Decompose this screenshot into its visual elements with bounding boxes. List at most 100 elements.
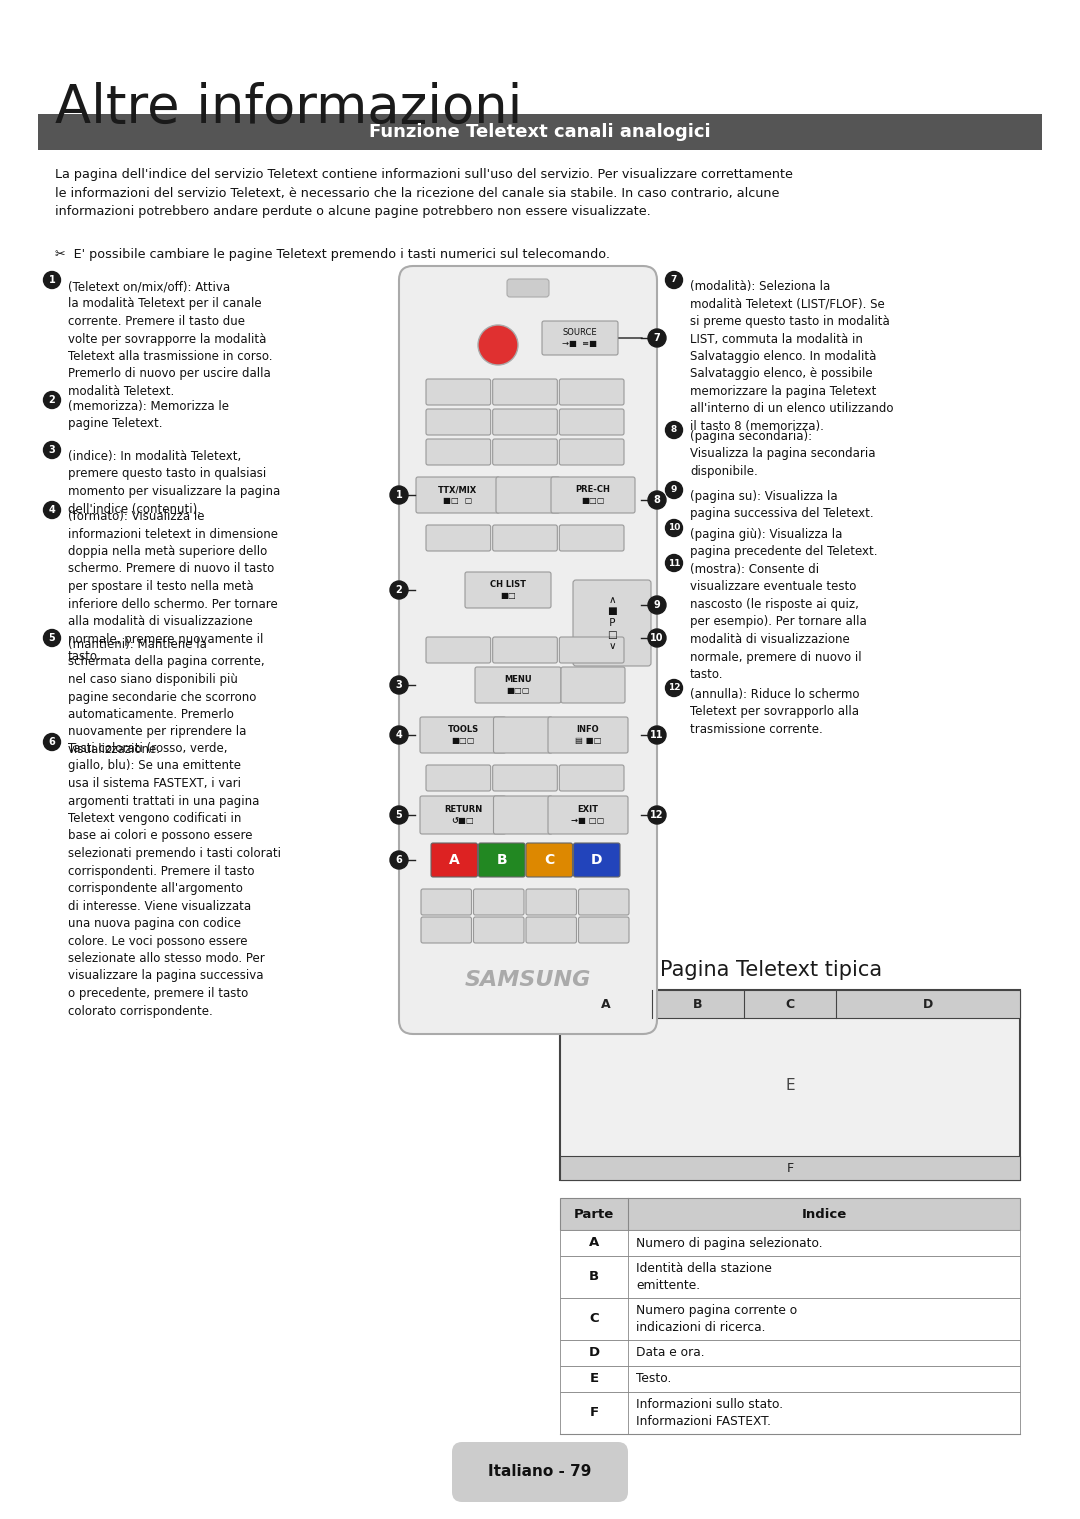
Circle shape [390,676,408,694]
Circle shape [665,482,683,498]
Text: E: E [590,1373,598,1385]
Circle shape [665,519,683,536]
FancyBboxPatch shape [579,917,629,943]
Bar [561,1366,1020,1391]
Circle shape [648,491,666,509]
Text: 6: 6 [49,737,55,747]
Circle shape [648,330,666,346]
Circle shape [665,421,683,439]
Text: SAMSUNG: SAMSUNG [464,971,591,990]
FancyBboxPatch shape [478,843,525,876]
FancyBboxPatch shape [475,667,561,703]
Text: 8: 8 [653,495,661,504]
FancyBboxPatch shape [426,526,490,551]
Text: (annulla): Riduce lo schermo
Teletext per sovrapporlo alla
trasmissione corrente: (annulla): Riduce lo schermo Teletext pe… [690,688,860,737]
Text: CH LIST
■□: CH LIST ■□ [490,580,526,600]
FancyBboxPatch shape [559,636,624,662]
FancyBboxPatch shape [496,477,561,513]
Text: C: C [544,854,554,867]
FancyBboxPatch shape [426,766,490,791]
Text: TTX/MIX
■□  ▢: TTX/MIX ■□ ▢ [438,485,477,504]
Text: Identità della stazione
emittente.: Identità della stazione emittente. [636,1262,772,1293]
Text: F: F [786,1162,794,1174]
Text: 10: 10 [650,633,664,643]
Circle shape [665,554,683,571]
Circle shape [43,629,60,647]
FancyBboxPatch shape [420,717,507,753]
FancyBboxPatch shape [492,636,557,662]
FancyBboxPatch shape [559,380,624,406]
FancyBboxPatch shape [465,573,551,608]
Text: 1: 1 [49,275,55,286]
Text: E: E [785,1078,795,1094]
Text: A: A [602,998,611,1010]
Text: Italiano - 79: Italiano - 79 [488,1464,592,1480]
FancyBboxPatch shape [453,1442,627,1502]
Text: D: D [923,998,933,1010]
Bar [561,1198,1020,1230]
FancyBboxPatch shape [507,279,549,298]
Text: EXIT
→■ □▢: EXIT →■ □▢ [571,805,605,825]
Text: C: C [785,998,795,1010]
Text: 5: 5 [49,633,55,643]
Text: (memorizza): Memorizza le
pagine Teletext.: (memorizza): Memorizza le pagine Teletex… [68,399,229,430]
FancyBboxPatch shape [551,477,635,513]
Text: 10: 10 [667,524,680,533]
Text: 9: 9 [653,600,660,611]
Text: Parte: Parte [573,1208,615,1220]
Text: SOURCE
→■  ≡■: SOURCE →■ ≡■ [563,328,597,348]
FancyBboxPatch shape [421,917,472,943]
FancyBboxPatch shape [526,843,572,876]
Circle shape [390,580,408,598]
Text: 7: 7 [653,333,660,343]
Circle shape [390,726,408,744]
FancyBboxPatch shape [492,380,557,406]
Text: 11: 11 [650,731,664,740]
FancyBboxPatch shape [492,766,557,791]
Text: INFO
▤ ■□: INFO ▤ ■□ [575,725,602,744]
Text: Data e ora.: Data e ora. [636,1346,704,1360]
FancyBboxPatch shape [559,439,624,465]
FancyBboxPatch shape [426,409,490,434]
FancyBboxPatch shape [573,580,651,665]
FancyBboxPatch shape [573,843,620,876]
Text: La pagina dell'indice del servizio Teletext contiene informazioni sull'uso del s: La pagina dell'indice del servizio Telet… [55,169,793,219]
Text: Testo.: Testo. [636,1373,672,1385]
Text: B: B [497,854,508,867]
Text: 3: 3 [395,681,403,690]
Text: Pagina Teletext tipica: Pagina Teletext tipica [660,960,882,980]
Text: (pagina giù): Visualizza la
pagina precedente del Teletext.: (pagina giù): Visualizza la pagina prece… [690,529,877,559]
Text: Tasti colorati (rosso, verde,
giallo, blu): Se una emittente
usa il sistema FAST: Tasti colorati (rosso, verde, giallo, bl… [68,741,281,1018]
Text: D: D [591,854,603,867]
Text: (indice): In modalità Teletext,
premere questo tasto in qualsiasi
momento per vi: (indice): In modalità Teletext, premere … [68,450,280,515]
Circle shape [648,629,666,647]
Text: MENU
■□▢: MENU ■□▢ [504,676,531,694]
FancyBboxPatch shape [559,526,624,551]
Text: ✂  E' possibile cambiare le pagine Teletext premendo i tasti numerici sul teleco: ✂ E' possibile cambiare le pagine Telete… [55,248,610,261]
Text: (mantieni): Mantiene la
schermata della pagina corrente,
nel caso siano disponib: (mantieni): Mantiene la schermata della … [68,638,265,756]
FancyBboxPatch shape [559,409,624,434]
Text: PRE-CH
■□▢: PRE-CH ■□▢ [576,485,610,504]
Text: 12: 12 [667,684,680,693]
Text: (mostra): Consente di
visualizzare eventuale testo
nascosto (le risposte ai quiz: (mostra): Consente di visualizzare event… [690,564,867,681]
Text: D: D [589,1346,599,1360]
Text: 11: 11 [667,559,680,568]
Text: 5: 5 [395,810,403,820]
FancyBboxPatch shape [542,321,618,355]
Text: 2: 2 [395,585,403,595]
Bar [561,1299,1020,1340]
Bar [561,1340,1020,1366]
Circle shape [665,272,683,289]
FancyBboxPatch shape [548,796,627,834]
Text: RETURN
↺■□: RETURN ↺■□ [444,805,482,825]
Bar [561,1230,1020,1256]
Circle shape [43,734,60,750]
FancyBboxPatch shape [579,889,629,914]
Text: (modalità): Seleziona la
modalità Teletext (LIST/FLOF). Se
si preme questo tasto: (modalità): Seleziona la modalità Telete… [690,279,893,433]
FancyBboxPatch shape [416,477,500,513]
Text: B: B [693,998,703,1010]
Bar [38,114,1042,150]
Text: Altre informazioni: Altre informazioni [55,82,523,134]
Text: (pagina secondaria):
Visualizza la pagina secondaria
disponibile.: (pagina secondaria): Visualizza la pagin… [690,430,876,478]
Text: B: B [589,1270,599,1284]
